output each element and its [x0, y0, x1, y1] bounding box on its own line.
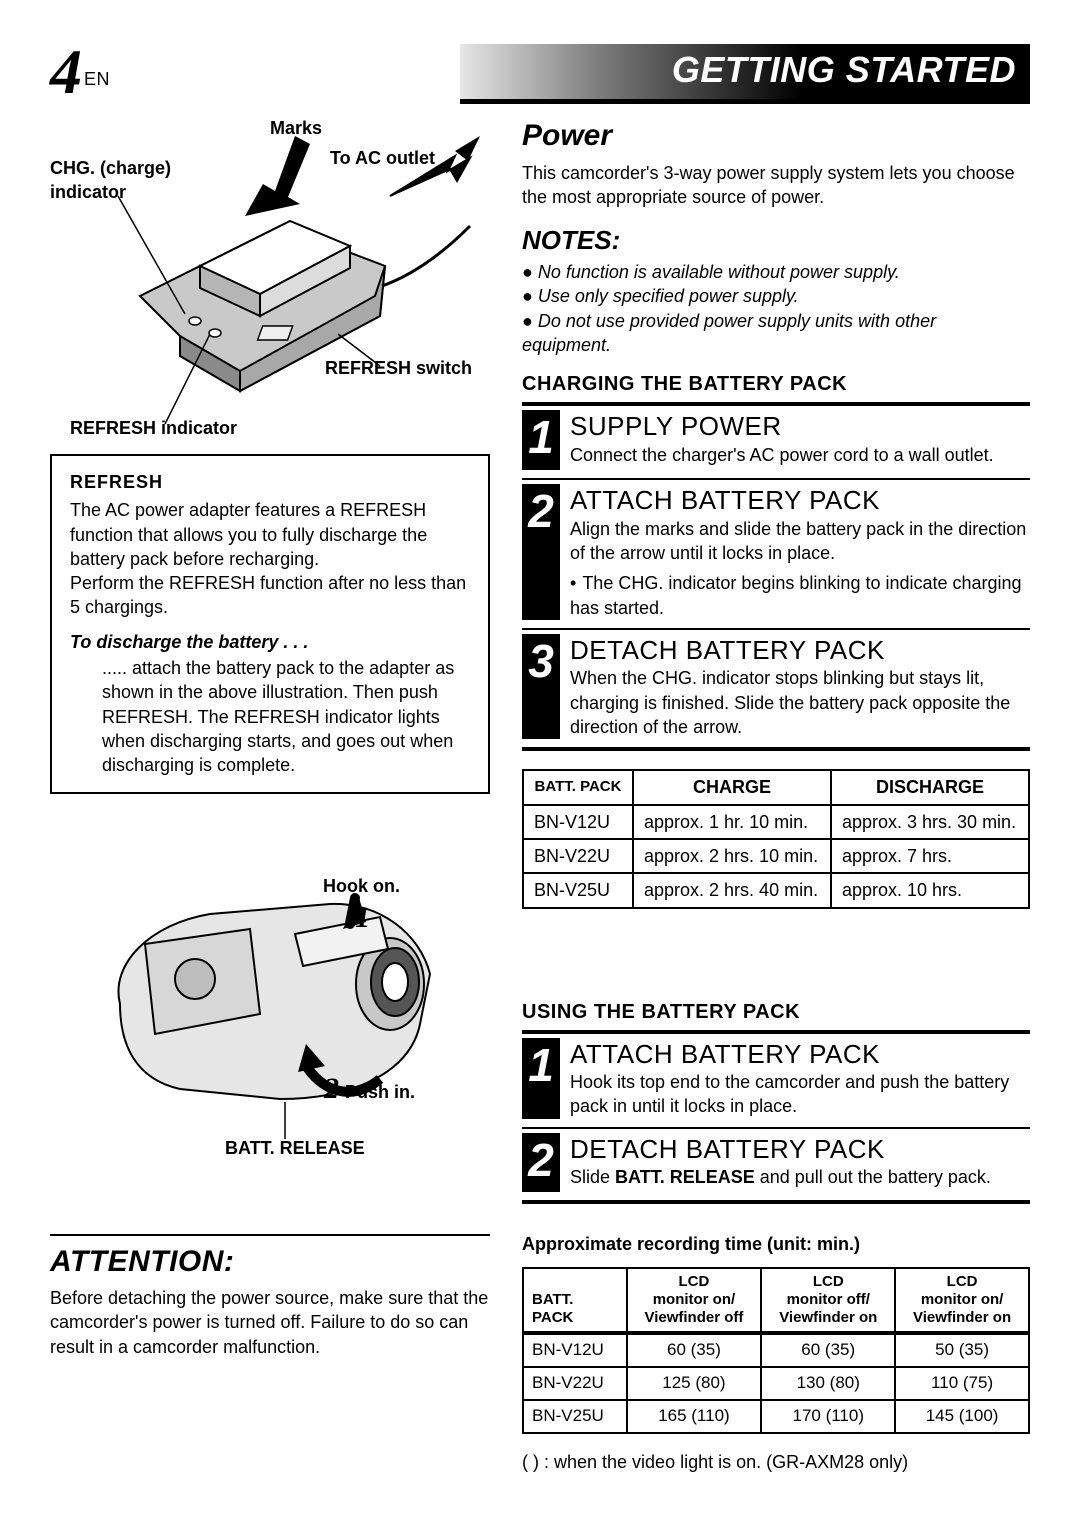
charging-step: 1 SUPPLY POWER Connect the charger's AC …	[522, 406, 1030, 480]
label-chg: CHG. (charge) indicator	[50, 156, 171, 205]
label-push: Push in.	[345, 1082, 415, 1102]
refresh-body1: The AC power adapter features a REFRESH …	[70, 498, 470, 571]
table-row: BN-V12U 60 (35) 60 (35) 50 (35)	[523, 1333, 1029, 1367]
refresh-body2: Perform the REFRESH function after no le…	[70, 571, 470, 620]
label-hook: Hook on.	[323, 874, 400, 898]
refresh-li: ..... attach the battery pack to the ada…	[102, 656, 470, 777]
section-banner: GETTING STARTED	[460, 44, 1030, 104]
charge-table: BATT. PACK CHARGE DISCHARGE BN-V12U appr…	[522, 769, 1030, 908]
th: CHARGE	[633, 770, 831, 804]
step-title: SUPPLY POWER	[570, 412, 1030, 441]
label-to-ac: To AC outlet	[330, 146, 435, 170]
label-batt-release: BATT. RELEASE	[225, 1136, 365, 1160]
rec-time-title: Approximate recording time (unit: min.)	[522, 1232, 1030, 1256]
refresh-title: REFRESH	[70, 470, 470, 494]
label-one: 1	[355, 898, 370, 939]
step-body: Slide BATT. RELEASE and pull out the bat…	[570, 1165, 1030, 1189]
using-step: 2 DETACH BATTERY PACK Slide BATT. RELEAS…	[522, 1129, 1030, 1205]
step-number: 2	[522, 484, 560, 620]
refresh-box: REFRESH The AC power adapter features a …	[50, 454, 490, 794]
rec-time-table: BATT. PACK LCD monitor on/ Viewfinder of…	[522, 1267, 1030, 1434]
power-intro: This camcorder's 3-way power supply syst…	[522, 161, 1030, 210]
attention-body: Before detaching the power source, make …	[50, 1286, 490, 1359]
page-header: 4EN GETTING STARTED	[50, 40, 1030, 104]
step-body: When the CHG. indicator stops blinking b…	[570, 666, 1030, 739]
attention-title: ATTENTION:	[50, 1242, 490, 1283]
note-item: Use only specified power supply.	[522, 284, 1030, 308]
th: DISCHARGE	[831, 770, 1029, 804]
refresh-list: ..... attach the battery pack to the ada…	[70, 656, 470, 777]
camcorder-diagram: Hook on. 1 2 Push in. BATT. RELEASE	[50, 874, 490, 1174]
note-item: No function is available without power s…	[522, 260, 1030, 284]
table-row: BN-V25U 165 (110) 170 (110) 145 (100)	[523, 1400, 1029, 1433]
label-push-row: 2 Push in.	[324, 1069, 415, 1110]
step-title: DETACH BATTERY PACK	[570, 1135, 1030, 1164]
charging-step: 3 DETACH BATTERY PACK When the CHG. indi…	[522, 630, 1030, 751]
step-body: Align the marks and slide the battery pa…	[570, 517, 1030, 566]
step-number: 2	[522, 1133, 560, 1193]
step-title: DETACH BATTERY PACK	[570, 636, 1030, 665]
step-body: Hook its top end to the camcorder and pu…	[570, 1070, 1030, 1119]
th: BATT. PACK	[523, 770, 633, 804]
attention-box: ATTENTION: Before detaching the power so…	[50, 1234, 490, 1359]
notes-title: NOTES:	[522, 223, 1030, 258]
page-lang: EN	[84, 69, 110, 89]
step-number: 3	[522, 634, 560, 739]
table-row: BN-V25U approx. 2 hrs. 40 min. approx. 1…	[523, 873, 1029, 907]
page-number-digit: 4	[50, 36, 82, 107]
label-refresh-switch: REFRESH switch	[325, 356, 472, 380]
step-title: ATTACH BATTERY PACK	[570, 486, 1030, 515]
note-item: Do not use provided power supply units w…	[522, 309, 1030, 358]
label-marks: Marks	[270, 116, 322, 140]
step-title: ATTACH BATTERY PACK	[570, 1040, 1030, 1069]
power-title: Power	[522, 116, 1030, 157]
label-two: 2	[324, 1072, 339, 1105]
step-number: 1	[522, 410, 560, 470]
table-row: BN-V22U 125 (80) 130 (80) 110 (75)	[523, 1367, 1029, 1400]
refresh-sub: To discharge the battery . . .	[70, 630, 470, 654]
table-row: BN-V12U approx. 1 hr. 10 min. approx. 3 …	[523, 805, 1029, 839]
step-note: The CHG. indicator begins blinking to in…	[570, 571, 1030, 620]
notes-list: No function is available without power s…	[522, 260, 1030, 357]
using-heading: USING THE BATTERY PACK	[522, 999, 1030, 1026]
table-row: BN-V22U approx. 2 hrs. 10 min. approx. 7…	[523, 839, 1029, 873]
step-body: Connect the charger's AC power cord to a…	[570, 443, 1030, 467]
label-refresh-indicator: REFRESH indicator	[70, 416, 237, 440]
charging-heading: CHARGING THE BATTERY PACK	[522, 371, 1030, 398]
step-number: 1	[522, 1038, 560, 1119]
using-step: 1 ATTACH BATTERY PACK Hook its top end t…	[522, 1034, 1030, 1129]
charger-diagram: Marks To AC outlet CHG. (charge) indicat…	[50, 116, 490, 446]
rec-time-footnote: ( ) : when the video light is on. (GR-AX…	[522, 1450, 1030, 1474]
page-number: 4EN	[50, 40, 110, 104]
charging-step: 2 ATTACH BATTERY PACK Align the marks an…	[522, 480, 1030, 630]
